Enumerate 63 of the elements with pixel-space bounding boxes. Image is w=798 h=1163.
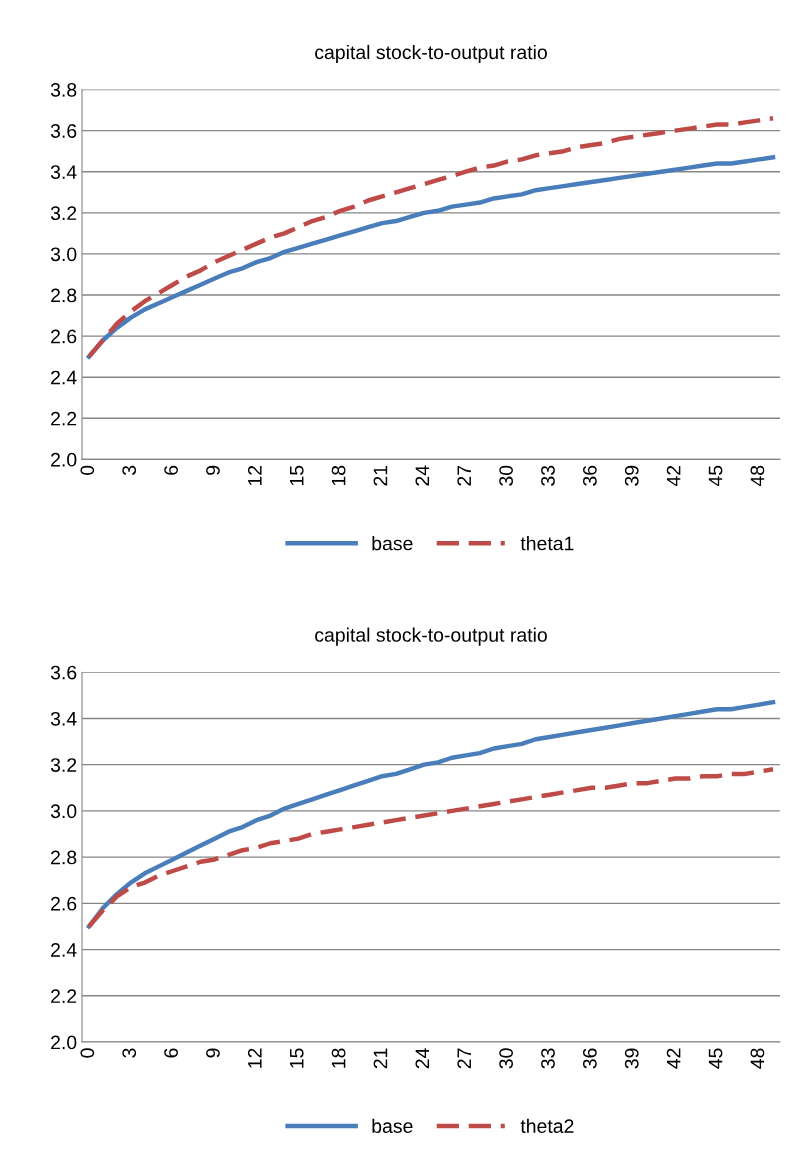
x-tick-label: 27 xyxy=(457,465,471,486)
x-tick-label: 12 xyxy=(247,1048,262,1068)
x-tick-label: 9 xyxy=(206,465,220,475)
y-tick-label: 2.8 xyxy=(51,850,77,865)
y-tick-label: 3.0 xyxy=(50,247,77,262)
line-series xyxy=(86,155,776,359)
y-tick-label: 3.6 xyxy=(50,124,77,138)
x-tick-label: 39 xyxy=(624,465,639,486)
x-tick-label: 9 xyxy=(206,1048,220,1058)
y-tick-label: 2.8 xyxy=(51,288,77,303)
legend-label: theta2 xyxy=(520,1118,574,1133)
x-tick-label: 6 xyxy=(164,465,178,475)
x-tick-label: 6 xyxy=(164,1048,178,1058)
y-tick-label: 2.6 xyxy=(51,329,77,344)
chart-title: capital stock-to-output ratio xyxy=(315,44,547,64)
y-tick-label: 2.0 xyxy=(51,452,77,467)
y-tick-label: 2.2 xyxy=(51,989,77,1003)
line-series xyxy=(86,116,776,359)
y-tick-label: 3.4 xyxy=(50,711,77,726)
x-tick-label: 33 xyxy=(541,465,555,486)
x-tick-label: 48 xyxy=(750,465,765,487)
x-tick-label: 12 xyxy=(247,465,262,486)
y-tick-label: 3.4 xyxy=(50,165,77,179)
x-tick-label: 3 xyxy=(122,465,137,476)
x-tick-label: 45 xyxy=(708,465,723,487)
chart-title: capital stock-to-output ratio xyxy=(315,627,547,646)
y-tick-label: 3.2 xyxy=(50,758,77,772)
x-tick-label: 36 xyxy=(582,465,597,486)
x-tick-label: 24 xyxy=(415,1048,430,1069)
x-tick-label: 42 xyxy=(666,1048,681,1069)
x-tick-label: 0 xyxy=(80,465,95,475)
x-tick-label: 45 xyxy=(708,1048,723,1069)
x-tick-label: 24 xyxy=(415,465,430,486)
y-tick-label: 2.4 xyxy=(51,370,77,385)
x-tick-label: 48 xyxy=(750,1048,765,1069)
y-tick-label: 2.2 xyxy=(51,411,77,426)
x-tick-label: 36 xyxy=(582,1048,597,1069)
x-tick-label: 18 xyxy=(331,465,346,486)
y-tick-label: 3.8 xyxy=(50,83,77,97)
x-tick-label: 30 xyxy=(499,465,513,486)
x-tick-label: 30 xyxy=(499,1048,513,1069)
x-tick-label: 33 xyxy=(541,1048,555,1069)
y-tick-label: 3.0 xyxy=(50,804,77,819)
line-series xyxy=(86,767,776,929)
x-tick-label: 18 xyxy=(331,1048,346,1068)
legend-label: theta1 xyxy=(520,536,574,551)
y-tick-label: 2.4 xyxy=(51,943,77,957)
y-tick-label: 2.6 xyxy=(51,896,77,911)
x-tick-label: 39 xyxy=(624,1048,639,1069)
x-tick-label: 15 xyxy=(290,465,304,486)
x-tick-label: 21 xyxy=(373,465,388,486)
legend-label: base xyxy=(372,536,413,551)
x-tick-label: 21 xyxy=(373,1048,388,1069)
legend-label: base xyxy=(372,1118,413,1133)
line-series xyxy=(86,700,776,929)
y-tick-label: 2.0 xyxy=(51,1035,77,1050)
x-tick-label: 27 xyxy=(457,1048,471,1069)
x-tick-label: 0 xyxy=(80,1048,95,1058)
y-tick-label: 3.6 xyxy=(50,665,77,680)
x-tick-label: 42 xyxy=(666,465,681,487)
x-tick-label: 3 xyxy=(122,1048,137,1058)
x-tick-label: 15 xyxy=(290,1048,304,1068)
y-tick-label: 3.2 xyxy=(50,206,77,221)
